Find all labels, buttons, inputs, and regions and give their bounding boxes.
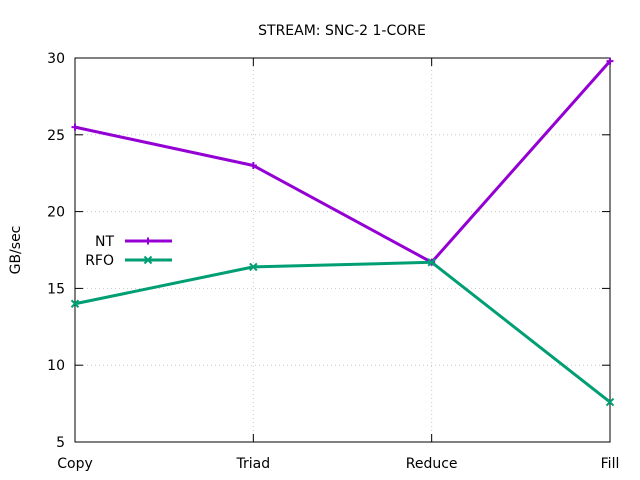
y-tick-label: 10 — [47, 358, 65, 374]
data-point-rfo — [249, 262, 258, 272]
legend-marker-nt — [144, 237, 152, 245]
data-point-nt — [71, 123, 79, 131]
legend-label-nt: NT — [95, 234, 114, 250]
grid-lines — [75, 58, 610, 442]
data-point-nt — [606, 57, 614, 65]
axes — [74, 57, 611, 443]
plot-border — [74, 57, 611, 443]
y-tick-label: 25 — [47, 128, 65, 144]
y-tick-label: 15 — [47, 281, 65, 297]
x-tick-label: Copy — [57, 456, 93, 472]
data-point-nt — [249, 162, 257, 170]
x-tick-label: Reduce — [406, 456, 458, 472]
y-tick-label: 5 — [56, 435, 65, 451]
chart-title: STREAM: SNC-2 1-CORE — [258, 23, 426, 39]
series-line-rfo — [74, 260, 611, 404]
y-tick-label: 30 — [47, 51, 65, 67]
data-point-rfo — [427, 258, 436, 267]
tick-labels: 5 10 15 20 25 30 Copy Triad Reduce Fill — [47, 51, 619, 472]
y-axis-label: GB/sec — [8, 226, 24, 275]
legend-marker-rfo — [143, 255, 153, 265]
data-point-rfo — [605, 397, 615, 407]
y-tick-label: 20 — [47, 205, 65, 221]
data-point-rfo — [70, 299, 80, 308]
x-tick-label: Fill — [601, 456, 620, 472]
legend: NT RFO — [85, 234, 172, 269]
legend-label-rfo: RFO — [85, 253, 114, 269]
series-lines — [70, 57, 615, 407]
x-tick-label: Triad — [236, 456, 271, 472]
series-line-nt — [74, 60, 612, 264]
